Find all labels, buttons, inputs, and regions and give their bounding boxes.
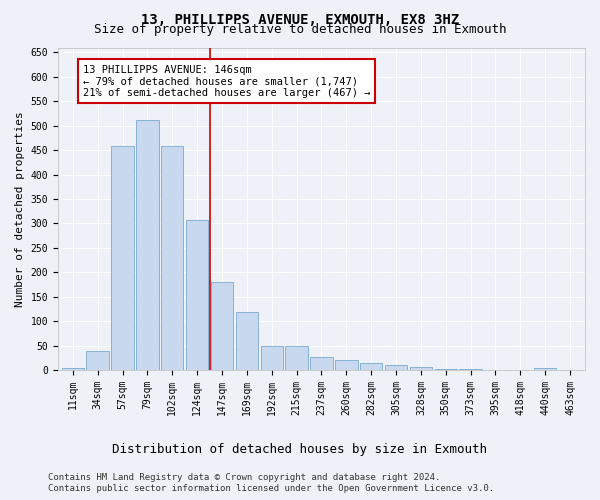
Bar xyxy=(161,146,184,370)
Text: Distribution of detached houses by size in Exmouth: Distribution of detached houses by size … xyxy=(113,442,487,456)
Bar xyxy=(534,368,556,370)
Bar xyxy=(136,120,158,370)
Text: Size of property relative to detached houses in Exmouth: Size of property relative to detached ho… xyxy=(94,22,506,36)
Y-axis label: Number of detached properties: Number of detached properties xyxy=(15,111,25,306)
Bar xyxy=(186,220,208,370)
Bar xyxy=(211,282,233,370)
Bar xyxy=(86,352,109,370)
Bar xyxy=(360,362,382,370)
Bar xyxy=(286,346,308,370)
Bar xyxy=(112,146,134,370)
Bar xyxy=(410,367,432,370)
Bar xyxy=(434,368,457,370)
Text: 13, PHILLIPPS AVENUE, EXMOUTH, EX8 3HZ: 13, PHILLIPPS AVENUE, EXMOUTH, EX8 3HZ xyxy=(141,12,459,26)
Text: Contains HM Land Registry data © Crown copyright and database right 2024.: Contains HM Land Registry data © Crown c… xyxy=(48,472,440,482)
Bar xyxy=(62,368,84,370)
Bar xyxy=(460,369,482,370)
Text: 13 PHILLIPPS AVENUE: 146sqm
← 79% of detached houses are smaller (1,747)
21% of : 13 PHILLIPPS AVENUE: 146sqm ← 79% of det… xyxy=(83,64,370,98)
Bar xyxy=(385,365,407,370)
Bar xyxy=(260,346,283,370)
Bar xyxy=(236,312,258,370)
Bar xyxy=(335,360,358,370)
Text: Contains public sector information licensed under the Open Government Licence v3: Contains public sector information licen… xyxy=(48,484,494,493)
Bar xyxy=(310,357,332,370)
